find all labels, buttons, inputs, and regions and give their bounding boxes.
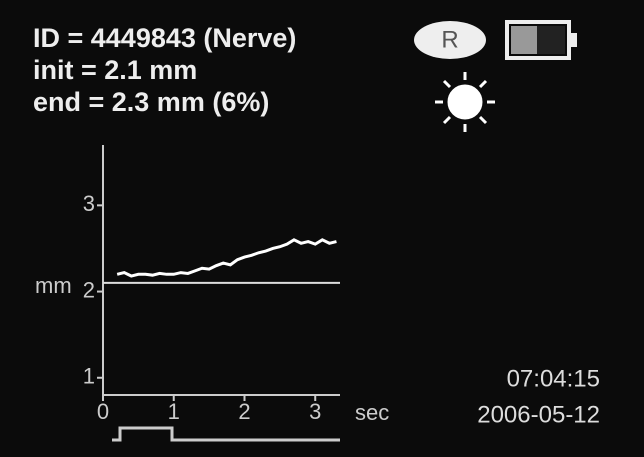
y-tick-label: 2: [83, 277, 95, 302]
y-tick-label: 1: [83, 364, 95, 389]
x-tick-label: 3: [309, 399, 321, 424]
y-tick-label: 3: [83, 191, 95, 216]
sun-icon: [435, 72, 495, 132]
init-line: init = 2.1 mm: [33, 55, 197, 85]
x-axis-label: sec: [355, 400, 389, 425]
id-line: ID = 4449843 (Nerve): [33, 23, 296, 53]
battery-icon: [505, 20, 577, 60]
y-axis-label: mm: [35, 273, 72, 298]
clock-time: 07:04:15: [507, 365, 600, 392]
end-line: end = 2.3 mm (6%): [33, 87, 269, 117]
x-tick-label: 0: [97, 399, 109, 424]
side-badge: R: [441, 26, 458, 53]
side-badge-oval: [414, 21, 486, 59]
x-tick-label: 1: [168, 399, 180, 424]
stimulus-trace: [112, 426, 340, 442]
clock-date: 2006-05-12: [477, 401, 600, 428]
data-line: [116, 238, 337, 278]
x-tick-label: 2: [238, 399, 250, 424]
